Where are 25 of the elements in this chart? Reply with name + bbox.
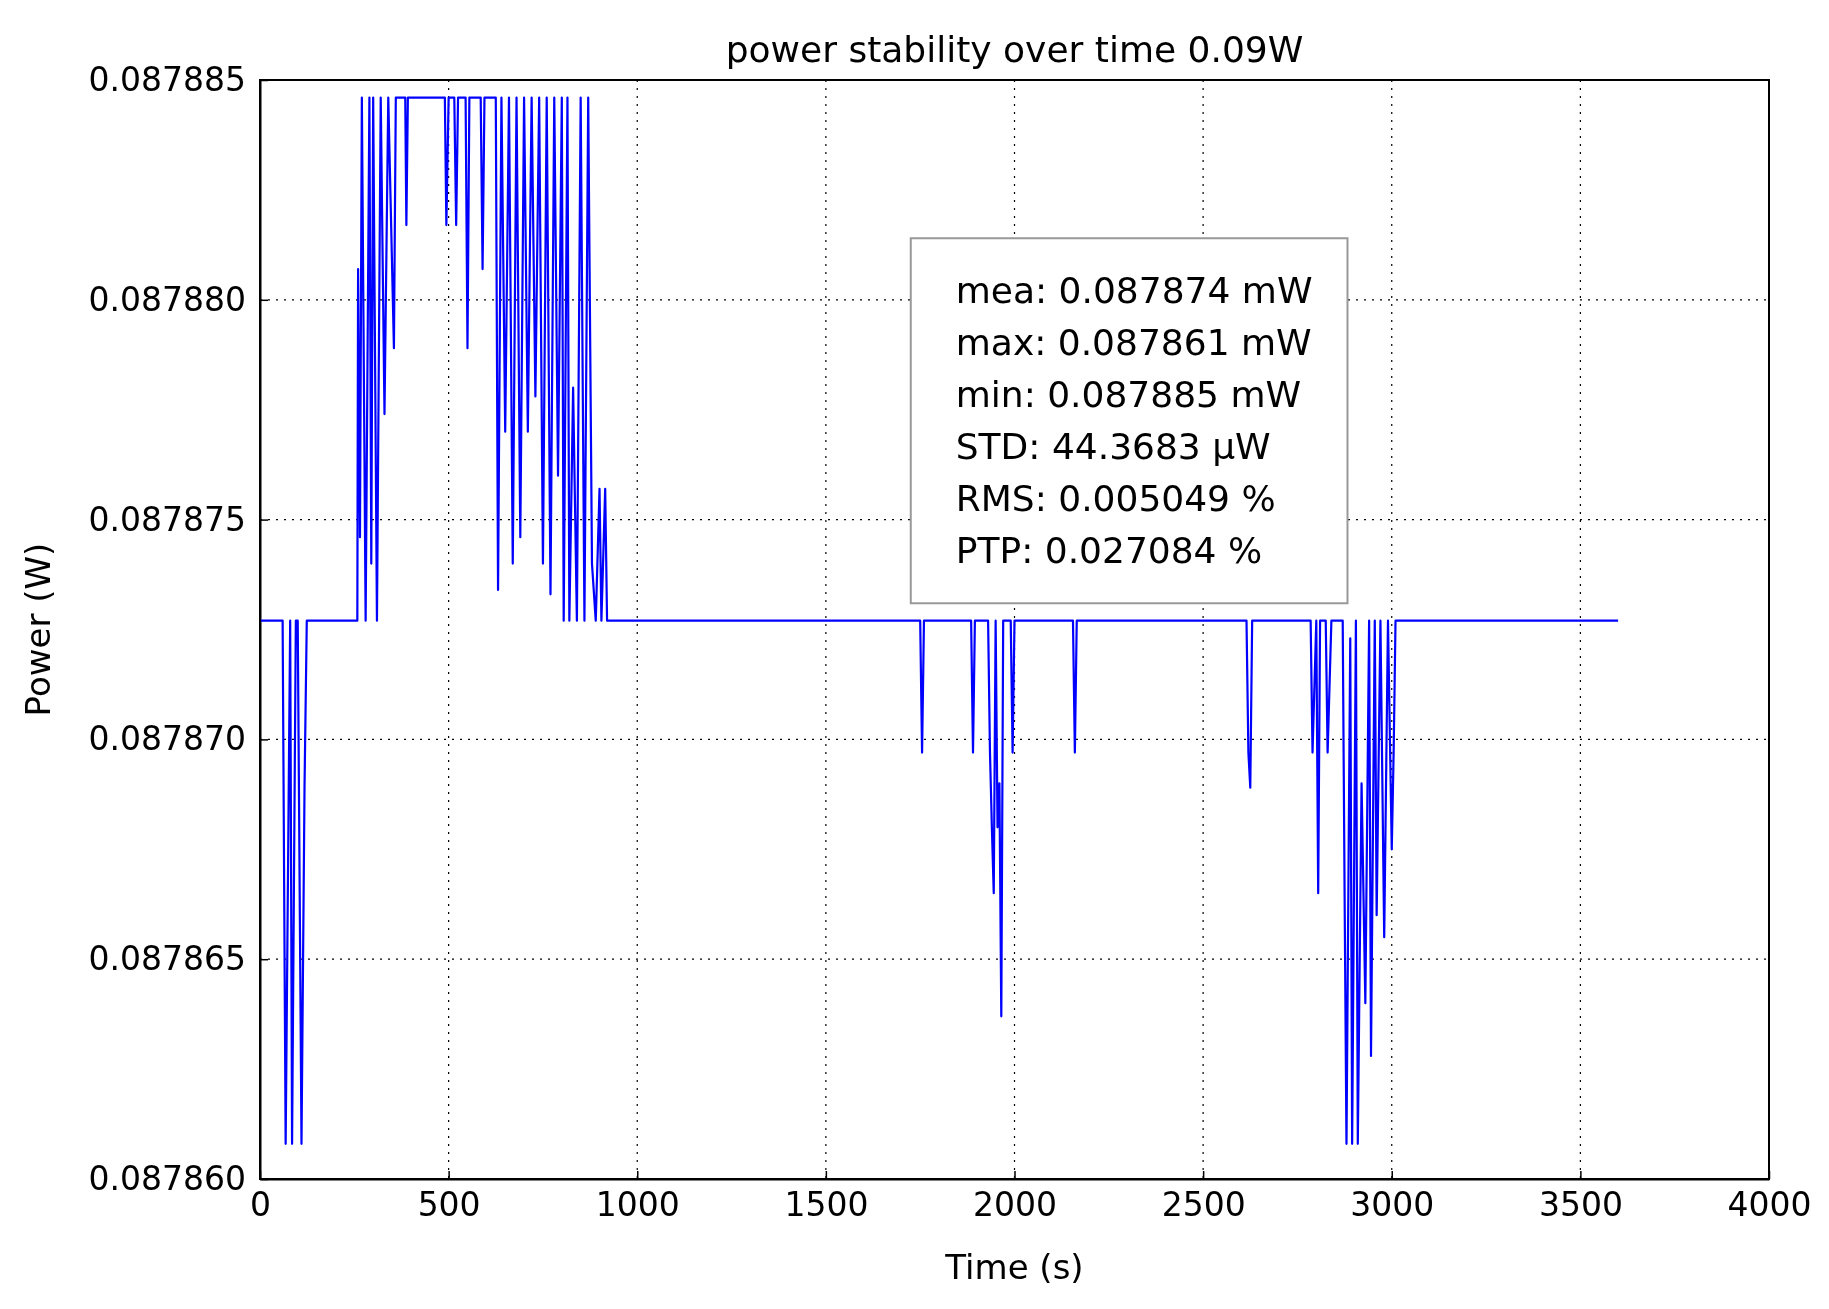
- x-tick-label: 3000: [1350, 1185, 1435, 1225]
- y-tick-label: 0.087875: [88, 499, 246, 539]
- x-tick-label: 1500: [784, 1185, 869, 1225]
- x-tick-label: 2000: [973, 1185, 1057, 1225]
- annotation: PTP: 0.027084 %: [955, 530, 1263, 572]
- y-tick-label: 0.087885: [88, 60, 246, 100]
- x-tick-label: 4000: [1727, 1185, 1812, 1225]
- y-tick-label: 0.087860: [88, 1159, 246, 1199]
- x-tick-label: 500: [417, 1185, 481, 1225]
- x-tick-label: 0: [250, 1185, 271, 1225]
- y-tick-label: 0.087880: [88, 279, 246, 319]
- annotation: RMS: 0.005049 %: [955, 478, 1276, 520]
- annotation: max: 0.087861 mW: [955, 322, 1312, 364]
- y-tick-label: 0.087870: [88, 719, 246, 759]
- annotation: mea: 0.087874 mW: [955, 270, 1313, 312]
- x-axis-title: Time (s): [944, 1247, 1084, 1287]
- annotation: min: 0.087885 mW: [955, 374, 1302, 416]
- x-tick-label: 1000: [595, 1185, 680, 1225]
- y-axis-title: Power (W): [18, 542, 58, 717]
- x-tick-label: 2500: [1161, 1185, 1246, 1225]
- chart-title: power stability over time 0.09W: [725, 29, 1304, 70]
- line-series: [258, 96, 1620, 1145]
- x-tick-label: 3500: [1538, 1185, 1623, 1225]
- y-tick-label: 0.087865: [88, 939, 246, 979]
- annotation: STD: 44.3683 μW: [955, 426, 1271, 468]
